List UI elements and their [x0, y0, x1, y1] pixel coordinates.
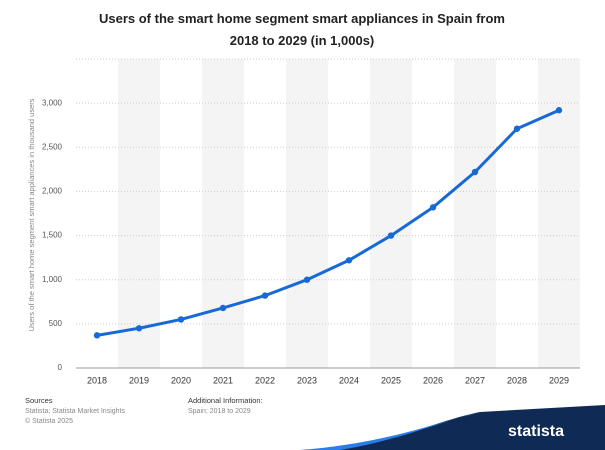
chart-title: Users of the smart home segment smart ap… — [99, 11, 505, 48]
x-tick-label: 2027 — [465, 375, 485, 385]
column-band — [118, 59, 160, 368]
sources-title: Sources — [25, 396, 53, 405]
data-point — [177, 316, 185, 323]
y-tick-label: 2,000 — [42, 187, 63, 196]
data-point — [555, 107, 563, 114]
data-point — [345, 257, 353, 264]
x-tick-label: 2018 — [87, 375, 107, 385]
logo: statista — [508, 423, 564, 440]
x-tick-label: 2029 — [549, 375, 569, 385]
y-axis-label: Users of the smart home segment smart ap… — [27, 98, 36, 331]
sources: Statista; Statista Market Insights — [25, 408, 125, 415]
y-tick-label: 1,500 — [42, 231, 63, 240]
x-tick-label: 2028 — [507, 375, 527, 385]
title-line: 2018 to 2029 (in 1,000s) — [230, 33, 375, 48]
data-point — [135, 325, 143, 332]
info-title: Additional Information: — [188, 396, 263, 405]
x-tick-label: 2025 — [381, 375, 401, 385]
y-tick-label: 2,500 — [42, 142, 63, 151]
copyright: © Statista 2025 — [25, 417, 73, 425]
x-tick-label: 2020 — [171, 375, 191, 385]
data-point — [261, 292, 269, 299]
x-tick-label: 2021 — [213, 375, 233, 385]
info: Spain; 2018 to 2029 — [188, 408, 251, 415]
x-tick-label: 2026 — [423, 375, 443, 385]
title-line: Users of the smart home segment smart ap… — [99, 11, 505, 26]
plot-area: 0 500 1,000 1,500 2,000 2,500 3,000 2018 2019 202… — [42, 58, 580, 385]
x-tick-label: 2024 — [339, 375, 359, 385]
data-point — [303, 276, 311, 283]
data-point — [471, 168, 479, 176]
y-tick-label: 500 — [49, 319, 63, 328]
column-band — [454, 59, 496, 368]
x-tick-label: 2019 — [129, 375, 149, 385]
data-point — [513, 125, 521, 132]
x-tick-label: 2023 — [297, 375, 317, 385]
data-point — [429, 204, 437, 211]
y-tick-label: 3,000 — [42, 98, 63, 107]
column-band — [202, 59, 244, 368]
column-band — [370, 59, 412, 368]
column-band — [538, 59, 580, 368]
data-point — [219, 304, 227, 312]
x-tick-label: 2022 — [255, 375, 275, 385]
data-point — [387, 232, 395, 239]
column-band — [286, 59, 328, 368]
y-tick-label: 0 — [58, 363, 63, 372]
y-tick-label: 1,000 — [42, 275, 63, 284]
logo-swoosh — [330, 405, 605, 450]
data-point — [93, 332, 101, 339]
series-line — [96, 108, 560, 337]
